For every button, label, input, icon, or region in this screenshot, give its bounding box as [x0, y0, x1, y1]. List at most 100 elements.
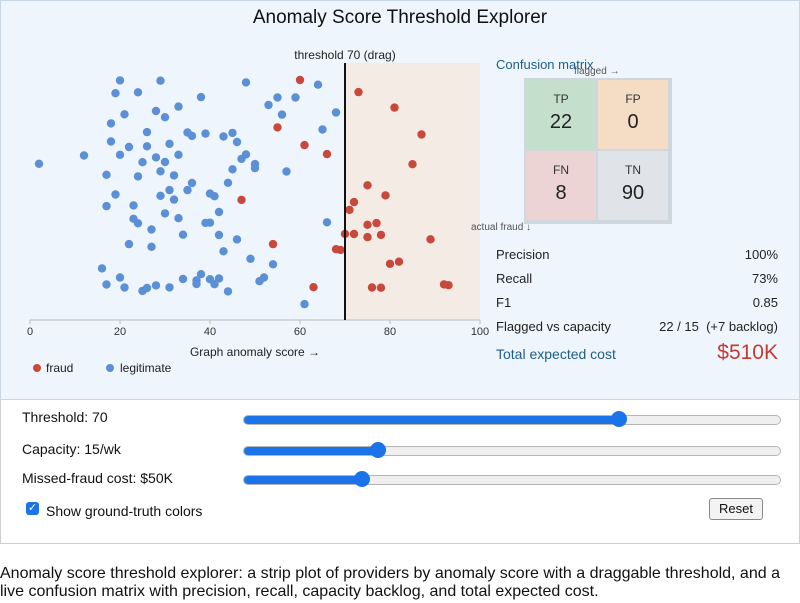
legitimate-point	[223, 178, 233, 187]
metric-recall: Recall 73%	[496, 271, 778, 286]
legitimate-point	[142, 127, 152, 137]
legitimate-point	[34, 159, 44, 168]
metric-precision-value: 100%	[744, 247, 778, 262]
metric-f1: F1 0.85	[496, 295, 778, 310]
fraud-point	[345, 205, 354, 215]
legitimate-point	[165, 185, 174, 195]
missed-fraud-cost-slider[interactable]	[243, 471, 781, 487]
metric-capacity-value: 22 / 15 (+7 backlog)	[659, 319, 778, 334]
legitimate-point	[187, 178, 197, 188]
legitimate-point	[210, 280, 219, 289]
metric-recall-label: Recall	[496, 271, 533, 286]
legitimate-point	[147, 242, 156, 251]
x-tick-label-100: 100	[471, 326, 489, 338]
legitimate-point	[120, 110, 129, 119]
legitimate-point	[250, 159, 260, 169]
flagged-region	[345, 63, 480, 320]
total-cost-label: Total expected cost	[496, 346, 616, 362]
ground-truth-checkbox[interactable]: ✓	[26, 502, 39, 515]
actual-axis-label: actual fraud ↓	[471, 222, 532, 233]
legitimate-point	[142, 142, 152, 151]
legitimate-point	[142, 283, 152, 293]
metric-precision: Precision 100%	[496, 247, 778, 262]
legend-fraud-marker	[33, 364, 41, 372]
reset-button[interactable]: Reset	[709, 498, 763, 520]
legitimate-point	[151, 281, 161, 290]
threshold-label[interactable]: threshold 70 (drag)	[294, 48, 395, 62]
legitimate-point	[160, 157, 170, 167]
cell-tn: TN 90	[598, 151, 668, 220]
legitimate-point	[291, 93, 300, 102]
legitimate-point	[147, 225, 156, 234]
legitimate-point	[318, 125, 327, 134]
legitimate-point	[214, 274, 224, 283]
legitimate-point	[219, 132, 228, 141]
legitimate-point	[160, 209, 170, 218]
legitimate-point	[268, 260, 278, 269]
legitimate-point	[187, 131, 197, 141]
x-tick-label-40: 40	[204, 326, 216, 338]
fraud-point	[376, 283, 386, 292]
legend: fraud legitimate	[33, 361, 172, 375]
flagged-axis-label: flagged →	[574, 66, 620, 77]
fraud-point	[385, 259, 395, 268]
fraud-point	[394, 257, 404, 266]
legitimate-point	[313, 80, 323, 89]
legend-fraud-label: fraud	[46, 361, 73, 375]
threshold-slider[interactable]	[243, 411, 781, 427]
legitimate-point	[111, 89, 120, 98]
legitimate-point	[264, 100, 273, 110]
fraud-point	[363, 181, 372, 190]
strip-plot[interactable]: 0 20 40 60 80 100 Graph anomaly score → thres…	[0, 0, 800, 400]
fraud-point	[300, 140, 309, 150]
legitimate-point	[228, 128, 237, 138]
legitimate-point	[102, 170, 111, 179]
fraud-point	[322, 149, 332, 159]
legitimate-point	[174, 214, 183, 223]
legitimate-point	[174, 102, 183, 111]
legend-legitimate-marker	[106, 364, 114, 372]
cell-tn-value: 90	[621, 182, 645, 204]
ground-truth-checkbox-label[interactable]: Show ground-truth colors	[46, 503, 203, 519]
legitimate-point	[322, 218, 332, 227]
legitimate-point	[102, 201, 111, 211]
legitimate-point	[115, 150, 125, 159]
legitimate-point	[201, 129, 210, 138]
metric-f1-label: F1	[496, 295, 512, 310]
metric-recall-value: 73%	[751, 271, 778, 286]
metric-precision-label: Precision	[496, 247, 550, 262]
fraud-point	[237, 195, 246, 205]
missed-fraud-cost-slider-thumb[interactable]	[353, 471, 370, 487]
fraud-point	[417, 130, 426, 139]
fraud-point	[295, 75, 305, 85]
legitimate-point	[133, 88, 143, 97]
fraud-point	[408, 160, 417, 169]
legitimate-point	[192, 276, 201, 285]
fraud-point	[273, 123, 282, 132]
legitimate-point	[282, 167, 291, 176]
cell-fp-value: 0	[627, 111, 639, 133]
legitimate-point	[106, 137, 116, 146]
cell-tp: TP 22	[526, 80, 596, 149]
legitimate-point	[214, 230, 224, 240]
cell-fn-value: 8	[555, 182, 567, 204]
cell-fn-label: FN	[553, 163, 569, 177]
legitimate-point	[169, 195, 179, 204]
capacity-slider-fill	[244, 447, 378, 455]
cell-fn: FN 8	[526, 151, 596, 220]
fraud-point	[268, 239, 278, 249]
figure-caption: Anomaly score threshold explorer: a stri…	[0, 565, 780, 600]
cell-fp-label: FP	[625, 92, 641, 106]
capacity-slider[interactable]	[243, 442, 781, 458]
x-tick-label-20: 20	[114, 326, 126, 338]
capacity-slider-thumb[interactable]	[370, 442, 386, 458]
legitimate-point	[138, 158, 147, 167]
legitimate-point	[124, 142, 134, 152]
missed-fraud-cost-slider-label: Missed-fraud cost: $50K	[22, 470, 173, 486]
legitimate-point	[156, 76, 165, 85]
fraud-point	[354, 87, 363, 97]
fraud-point	[367, 283, 377, 292]
legitimate-point	[196, 92, 206, 102]
threshold-slider-thumb[interactable]	[611, 411, 628, 427]
legitimate-point	[300, 299, 309, 309]
